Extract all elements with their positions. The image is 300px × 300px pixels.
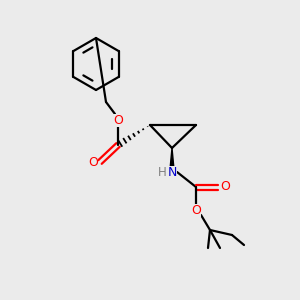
Text: H: H: [158, 166, 166, 178]
Text: O: O: [88, 155, 98, 169]
Polygon shape: [170, 148, 174, 172]
Text: N: N: [167, 166, 177, 178]
Text: O: O: [220, 181, 230, 194]
Text: O: O: [191, 203, 201, 217]
Text: O: O: [113, 113, 123, 127]
